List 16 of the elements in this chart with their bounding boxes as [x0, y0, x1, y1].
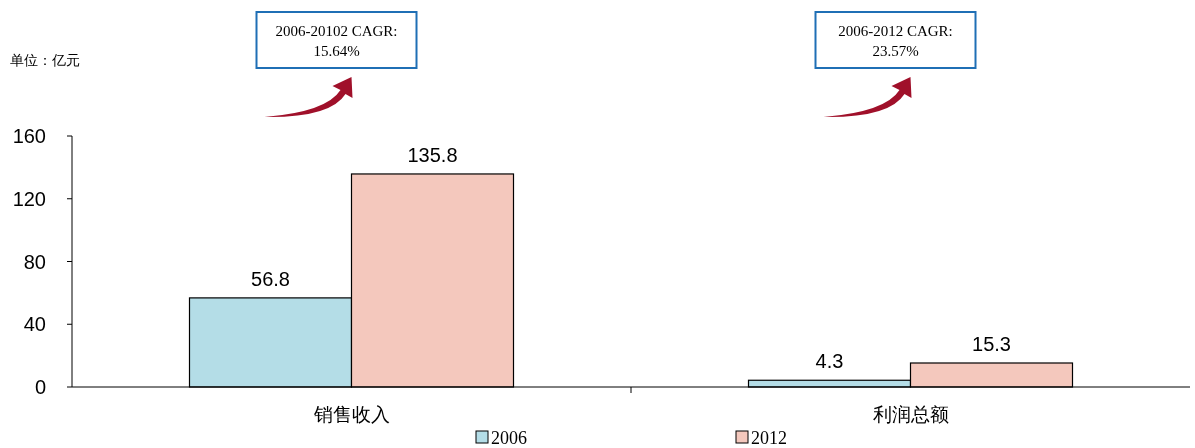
legend-label: 2006 — [491, 428, 527, 448]
legend-label: 2012 — [751, 428, 787, 448]
x-tick-label: 销售收入 — [312, 403, 390, 425]
data-label: 56.8 — [251, 267, 290, 290]
x-tick-label: 利润总额 — [872, 403, 949, 425]
y-tick-label: 160 — [12, 125, 46, 147]
y-tick-label: 40 — [23, 313, 46, 336]
text: 2006-20102 CAGR: 15.64% — [275, 23, 398, 59]
y-tick-label: 80 — [23, 250, 46, 273]
data-label: 135.8 — [407, 143, 458, 166]
y-tick-label: 0 — [34, 376, 46, 398]
data-label: 15.3 — [972, 333, 1011, 355]
text: 单位：亿元 — [10, 52, 80, 68]
y-tick-label: 120 — [12, 187, 46, 210]
text: 2006-2012 CAGR: 23.57% — [838, 23, 953, 59]
data-label: 4.3 — [815, 350, 844, 373]
